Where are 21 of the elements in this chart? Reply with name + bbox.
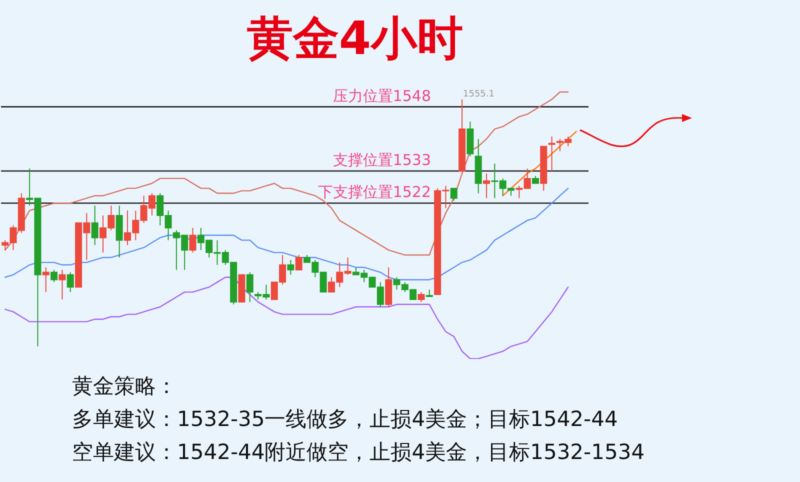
candlestick <box>66 272 74 293</box>
candlestick <box>483 173 490 199</box>
text: 黄金策略： <box>72 373 178 400</box>
candlestick <box>42 266 50 293</box>
candlestick <box>548 136 556 172</box>
candlestick <box>418 292 425 302</box>
candlestick <box>58 269 66 300</box>
annotation: 1555.1 <box>463 89 494 100</box>
ref-line-label: 下支撑位置1522 <box>318 183 431 202</box>
ref-line-label: 支撑位置1533 <box>332 151 431 170</box>
candlestick <box>450 188 458 202</box>
candlestick <box>91 205 98 246</box>
text: 多单建议：1532-35一线做多，止损4美金；目标1542-44 <box>72 406 619 433</box>
candlestick <box>246 272 254 302</box>
text: 空单建议：1542-44附近做空，止损4美金，目标1532-1534 <box>72 439 645 466</box>
candlestick <box>50 269 58 283</box>
candlestick <box>287 259 294 276</box>
candlestick <box>295 254 302 270</box>
candlestick <box>189 227 196 254</box>
chart-title: 黄金4小时 <box>246 10 464 67</box>
ref-line-label: 压力位置1548 <box>332 86 431 105</box>
